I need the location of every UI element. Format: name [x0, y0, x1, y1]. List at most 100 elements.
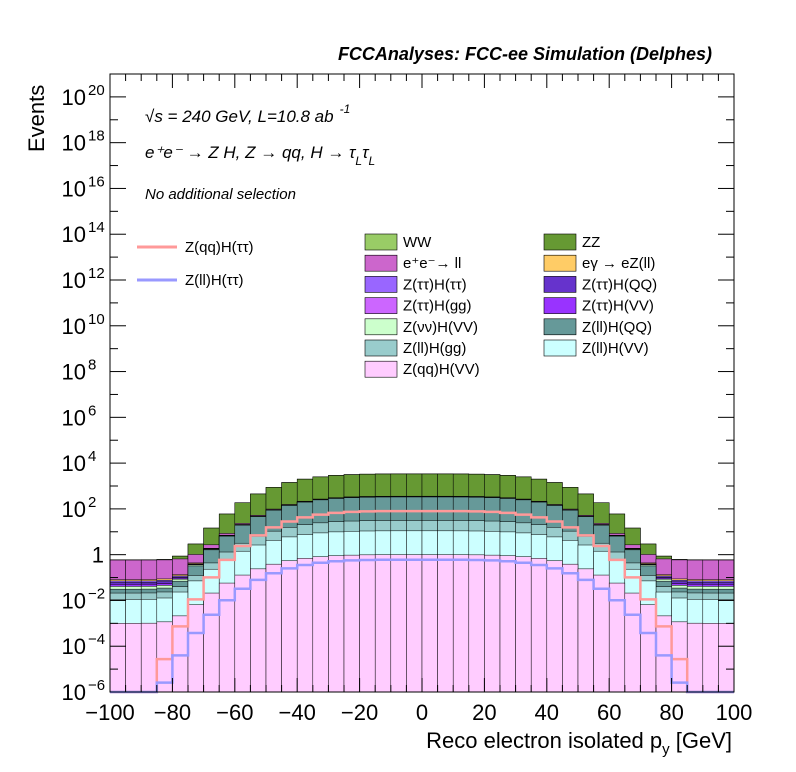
x-tick-label: −80 — [154, 700, 191, 725]
bar-z-qq-h-vv — [125, 623, 142, 693]
y-tick-exponent: 12 — [88, 265, 105, 282]
y-tick-label: 10 — [62, 222, 86, 247]
legend-swatch-z-h-gg — [364, 297, 398, 314]
bar-z-qq-h-vv — [577, 568, 594, 693]
bar-z-qq-h-vv — [437, 554, 454, 693]
bar-z-qq-h-vv — [234, 574, 251, 693]
legend-label: Z(ll)H(VV) — [582, 340, 649, 357]
signal-layer — [110, 509, 734, 694]
x-tick-label: −20 — [341, 700, 378, 725]
bar-z-qq-h-vv — [343, 554, 360, 693]
x-tick-label: 20 — [472, 700, 496, 725]
legend-label: ZZ — [582, 234, 600, 251]
y-tick-exponent: 18 — [88, 128, 105, 145]
bar-z-qq-h-vv — [593, 574, 610, 693]
legend-label: WW — [403, 234, 432, 251]
y-tick-label: 10 — [62, 131, 86, 156]
bar-z-qq-h-vv — [686, 622, 704, 693]
signal-line-z-ll-h — [110, 558, 734, 694]
bar-z-qq-h-vv — [562, 563, 579, 693]
legend-label: Z(νν)H(VV) — [403, 319, 478, 336]
energy-text: √s = 240 GeV, L=10.8 ab — [145, 107, 334, 126]
bar-z-qq-h-vv — [109, 623, 126, 693]
process-annotation: e⁺e⁻ → Z H, Z → qq, H → τLτL — [145, 143, 375, 168]
signal-line-z-qq-h — [110, 509, 734, 694]
bar-z-qq-h-vv — [515, 556, 532, 693]
tick-layer: −100 −80 −60 −40 −20 0 20 40 60 80 10010−610−410−2… — [62, 73, 753, 725]
bar-z-qq-h-vv — [468, 554, 485, 693]
y-tick-exponent: 10 — [88, 311, 105, 328]
tau-2: τ — [362, 143, 370, 162]
energy-annotation: √s = 240 GeV, L=10.8 ab -1 — [145, 102, 350, 126]
legend-label: e⁺e⁻→ ll — [403, 255, 461, 272]
legend-swatch-z-h-vv — [364, 318, 398, 336]
legend-swatch-z-ll-h-vv — [543, 339, 577, 357]
bar-z-qq-h-vv — [452, 554, 470, 693]
y-tick-label: 10 — [62, 85, 86, 110]
legend-label: Z(ll)H(ττ) — [185, 272, 244, 289]
bar-z-qq-h-vv — [702, 623, 719, 693]
y-tick-label: 10 — [62, 497, 86, 522]
y-tick-exponent: 4 — [88, 448, 96, 465]
y-tick-label: 10 — [62, 680, 86, 705]
y-tick-exponent: 2 — [88, 494, 96, 511]
legend-label: Z(ll)H(QQ) — [582, 319, 652, 336]
y-tick-label: 1 — [92, 543, 104, 568]
bar-z-qq-h-vv — [530, 558, 548, 693]
x-tick-label: 100 — [716, 700, 753, 725]
tau-sub-2: L — [368, 154, 375, 168]
chart-title: FCCAnalyses: FCC-ee Simulation (Delphes) — [338, 44, 712, 64]
x-tick-label: −40 — [279, 700, 316, 725]
legend-swatch-z-ll-h-qq — [543, 318, 577, 336]
x-tick-label: 0 — [416, 700, 428, 725]
bar-z-qq-h-vv — [484, 554, 501, 693]
legend-swatch-e-ez-ll — [543, 254, 577, 272]
y-tick-exponent: −4 — [88, 631, 105, 648]
x-axis-label-main: Reco electron isolated p — [426, 728, 662, 753]
legend-label: Z(ττ)H(QQ) — [582, 276, 657, 293]
y-tick-label: 10 — [62, 268, 86, 293]
y-tick-exponent: −6 — [88, 677, 105, 694]
bar-z-qq-h-vv — [203, 592, 220, 693]
bar-z-qq-h-vv — [374, 554, 392, 693]
legend-swatch-z-h — [364, 276, 398, 293]
bar-z-qq-h-vv — [265, 563, 282, 693]
bar-z-qq-h-vv — [406, 554, 423, 693]
bar-z-qq-h-vv — [296, 558, 314, 693]
legend-label: Z(ττ)H(gg) — [403, 298, 472, 315]
legend-label: Z(ττ)H(ττ) — [403, 276, 467, 293]
legend-swatch-z-h-vv — [543, 297, 577, 314]
y-tick-label: 10 — [62, 360, 86, 385]
legend-swatch-z-ll-h-gg — [364, 339, 398, 357]
bar-z-qq-h-vv — [187, 604, 204, 693]
bar-z-qq-h-vv — [312, 556, 329, 693]
x-tick-label: −100 — [85, 700, 135, 725]
bar-z-qq-h-vv — [421, 554, 438, 693]
bar-z-qq-h-vv — [546, 560, 563, 693]
energy-sup: -1 — [340, 102, 351, 116]
bar-z-qq-h-vv — [359, 554, 376, 693]
legend-label: eγ → eZ(ll) — [582, 255, 655, 272]
bar-z-qq-h-vv — [640, 604, 657, 693]
x-tick-label: −60 — [216, 700, 253, 725]
y-tick-exponent: −2 — [88, 585, 105, 602]
tau-sub-1: L — [355, 154, 362, 168]
series-z-qq-h-vv — [109, 554, 735, 693]
legend-label: Z(qq)H(VV) — [403, 361, 480, 378]
bar-z-qq-h-vv — [281, 560, 298, 693]
y-tick-label: 10 — [62, 176, 86, 201]
y-tick-label: 10 — [62, 405, 86, 430]
y-tick-label: 10 — [62, 588, 86, 613]
process-text: e⁺e⁻ → Z H, Z → qq, H → τ — [145, 143, 357, 162]
x-tick-label: 80 — [659, 700, 683, 725]
y-tick-label: 10 — [62, 451, 86, 476]
bar-z-qq-h-vv — [390, 554, 407, 693]
y-tick-exponent: 16 — [88, 173, 105, 190]
y-tick-exponent: 8 — [88, 357, 96, 374]
bar-z-qq-h-vv — [140, 622, 158, 693]
x-axis-label: Reco electron isolated py [GeV] — [426, 728, 732, 758]
bar-z-qq-h-vv — [624, 592, 641, 693]
legend-label: Z(qq)H(ττ) — [185, 239, 254, 256]
legend-swatch-z-qq-h-vv — [364, 360, 398, 378]
